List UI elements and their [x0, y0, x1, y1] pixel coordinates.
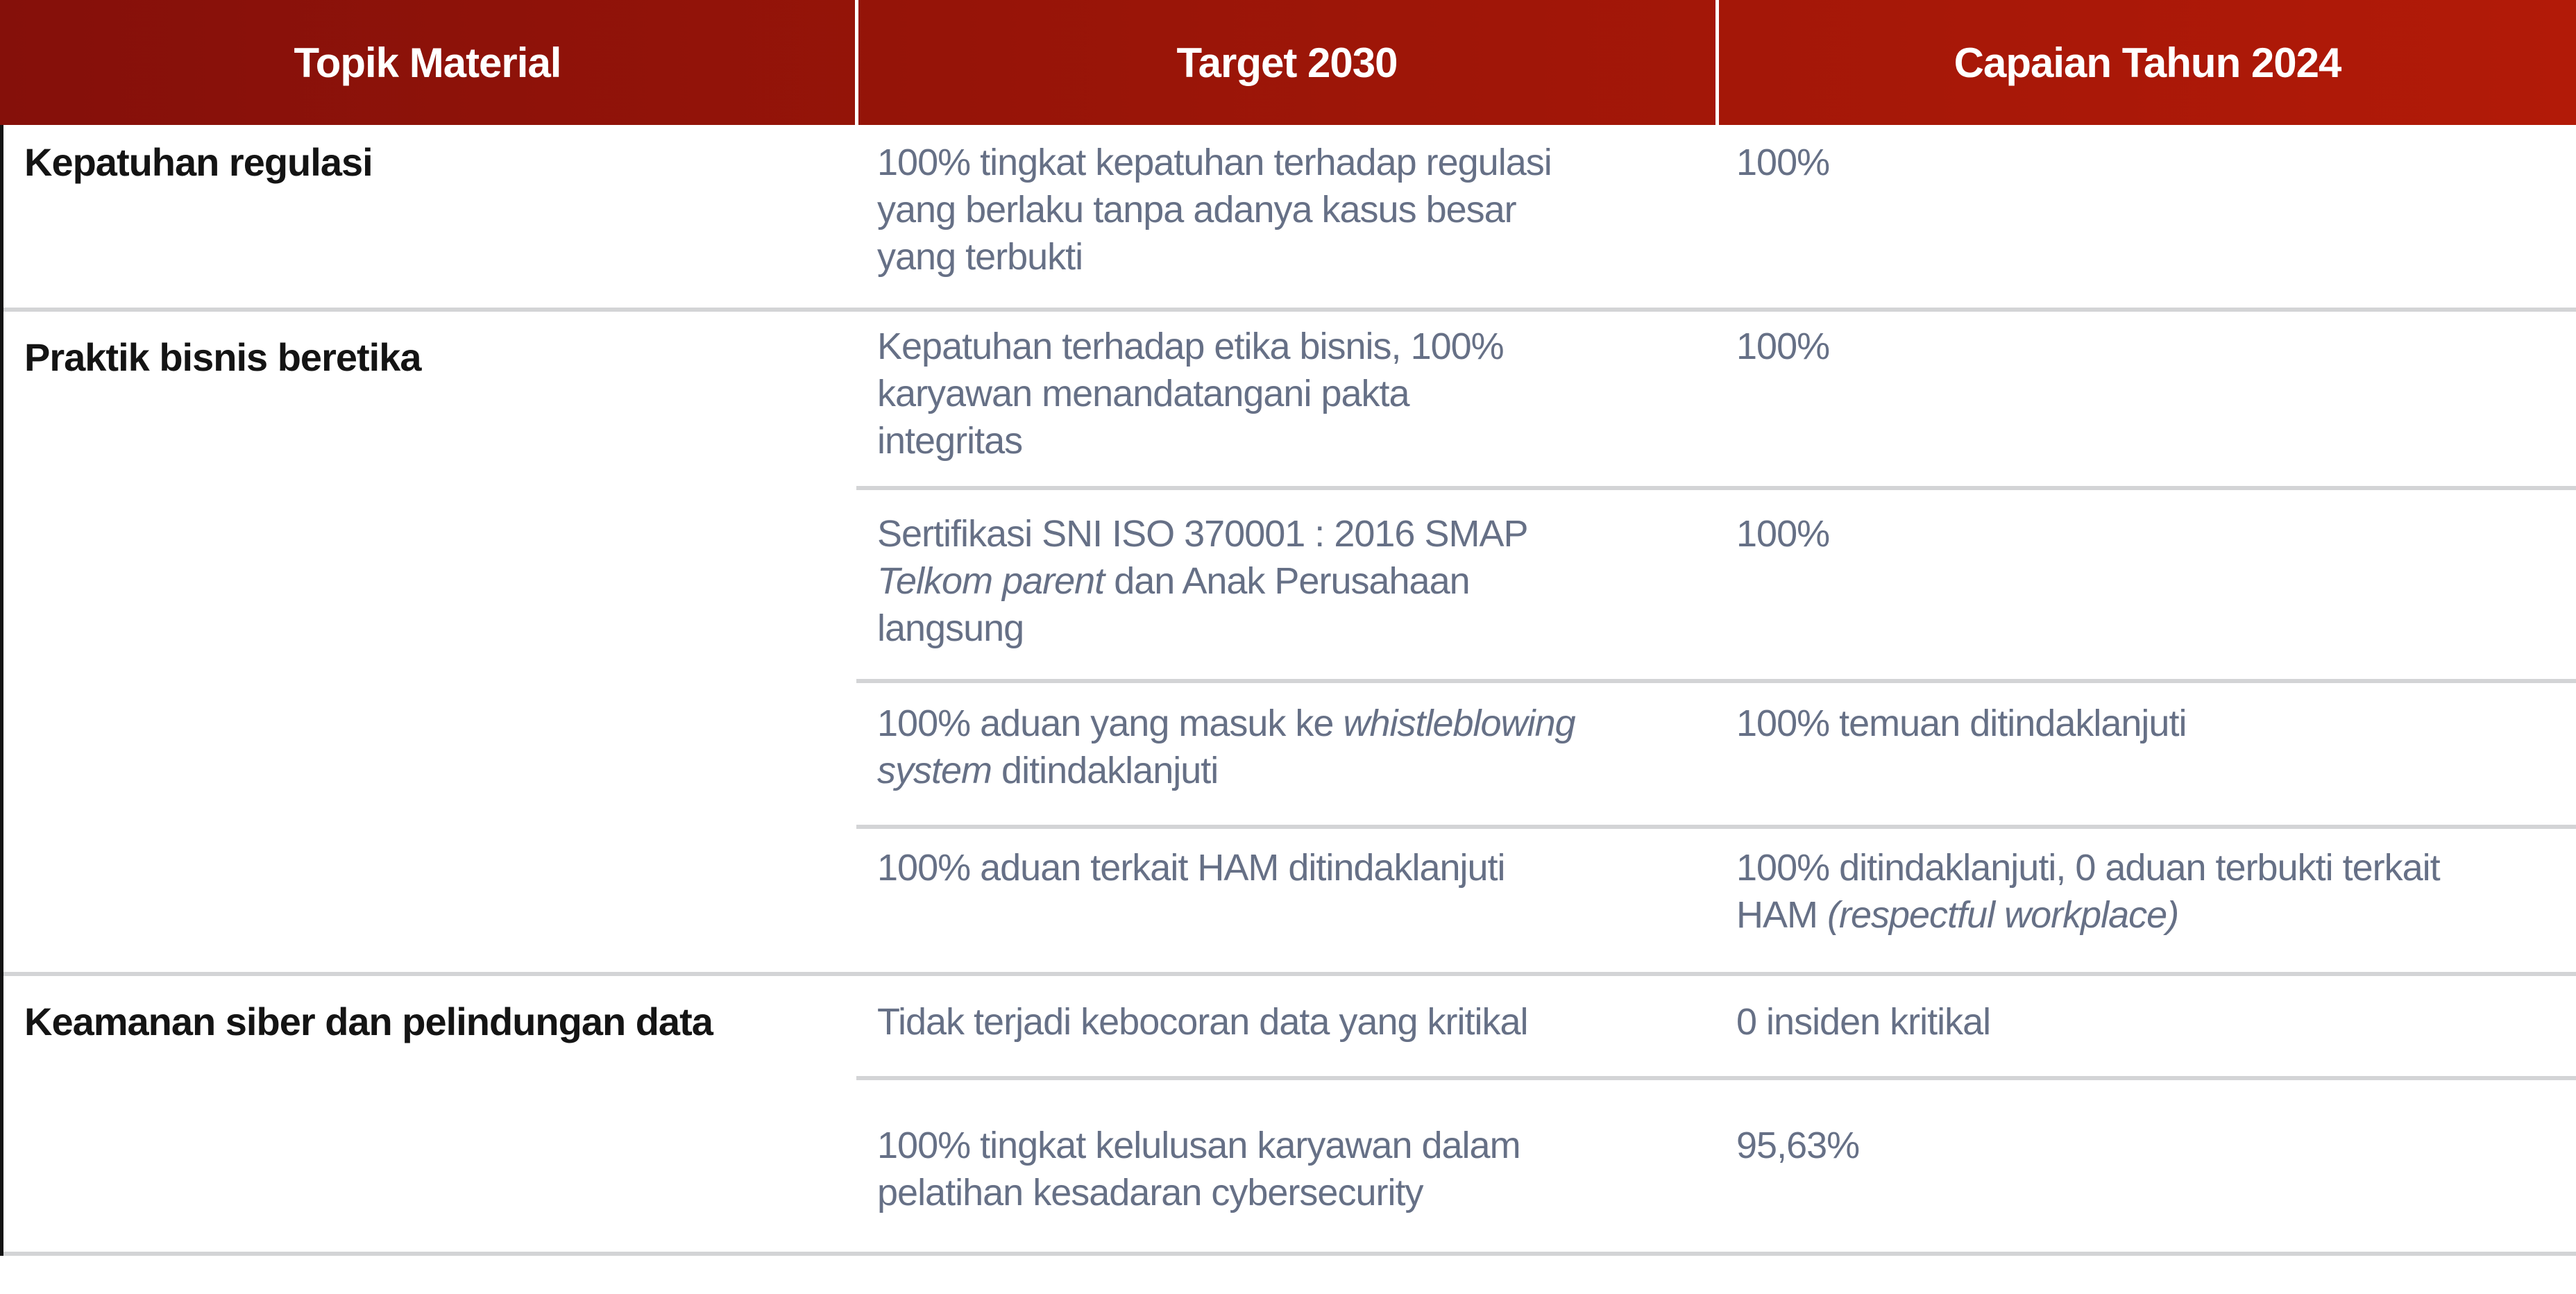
section-subrows: 100% tingkat kepatuhan terhadap regulasi… — [856, 125, 2576, 308]
target-text: 100% tingkat kelulusan karyawan dalam pe… — [877, 1125, 1521, 1213]
table-row: Kepatuhan terhadap etika bisnis, 100% ka… — [856, 312, 2576, 486]
capaian-cell: 100% ditindaklanjuti, 0 aduan terbukti t… — [1720, 844, 2576, 939]
header-cell-topik-material: Topik Material — [0, 0, 858, 125]
capaian-text: 100% — [1736, 326, 1830, 367]
section-kepatuhan-regulasi: Kepatuhan regulasi 100% tingkat kepatuha… — [3, 125, 2576, 312]
table-row: 100% aduan yang masuk ke whistleblowing … — [856, 679, 2576, 825]
capaian-text: 100% — [1736, 142, 1830, 183]
italic-text: (respectful workplace) — [1827, 894, 2179, 936]
target-cell: 100% tingkat kepatuhan terhadap regulasi… — [856, 139, 1720, 280]
header-cell-target-2030: Target 2030 — [858, 0, 1719, 125]
table-row: 100% tingkat kepatuhan terhadap regulasi… — [856, 125, 2576, 308]
target-text: 100% aduan yang masuk ke whistleblowing … — [877, 703, 1576, 791]
capaian-text: 100% temuan ditindaklanjuti — [1736, 703, 2187, 744]
table-body: Kepatuhan regulasi 100% tingkat kepatuha… — [0, 125, 2576, 1256]
capaian-text: 100% ditindaklanjuti, 0 aduan terbukti t… — [1736, 847, 2441, 936]
capaian-text: 95,63% — [1736, 1125, 1860, 1166]
target-text: 100% tingkat kepatuhan terhadap regulasi… — [877, 142, 1552, 278]
header-label-capaian-2024: Capaian Tahun 2024 — [1954, 39, 2342, 86]
italic-text: whistleblowing system — [877, 703, 1576, 791]
table-row: Tidak terjadi kebocoran data yang kritik… — [856, 976, 2576, 1076]
header-label-target-2030: Target 2030 — [1176, 39, 1398, 86]
target-cell: Tidak terjadi kebocoran data yang kritik… — [856, 998, 1720, 1045]
capaian-cell: 100% — [1720, 139, 2576, 280]
target-cell: 100% aduan terkait HAM ditindaklanjuti — [856, 844, 1720, 939]
capaian-cell: 95,63% — [1720, 1122, 2576, 1216]
section-subrows: Kepatuhan terhadap etika bisnis, 100% ka… — [856, 312, 2576, 972]
header-cell-capaian-2024: Capaian Tahun 2024 — [1719, 0, 2576, 125]
table-header-row: Topik Material Target 2030 Capaian Tahun… — [0, 0, 2576, 125]
topic-cell: Kepatuhan regulasi — [24, 140, 373, 184]
target-cell: 100% tingkat kelulusan karyawan dalam pe… — [856, 1122, 1720, 1216]
topic-cell: Praktik bisnis beretika — [24, 335, 422, 379]
italic-text: Telkom parent — [877, 560, 1105, 602]
section-praktik-bisnis-beretika: Praktik bisnis beretika Kepatuhan terhad… — [3, 312, 2576, 976]
table-row: 100% tingkat kelulusan karyawan dalam pe… — [856, 1076, 2576, 1252]
target-text: 100% aduan terkait HAM ditindaklanjuti — [877, 847, 1506, 889]
bottom-whitespace — [0, 1256, 2576, 1294]
target-cell: Sertifikasi SNI ISO 370001 : 2016 SMAP T… — [856, 510, 1720, 652]
section-keamanan-siber: Keamanan siber dan pelindungan data Tida… — [3, 976, 2576, 1256]
target-cell: Kepatuhan terhadap etika bisnis, 100% ka… — [856, 323, 1720, 464]
target-cell: 100% aduan yang masuk ke whistleblowing … — [856, 700, 1720, 794]
capaian-cell: 0 insiden kritikal — [1720, 998, 2576, 1045]
table-row: 100% aduan terkait HAM ditindaklanjuti 1… — [856, 825, 2576, 972]
target-text: Kepatuhan terhadap etika bisnis, 100% ka… — [877, 326, 1505, 462]
capaian-cell: 100% — [1720, 323, 2576, 464]
capaian-cell: 100% temuan ditindaklanjuti — [1720, 700, 2576, 794]
topic-cell: Keamanan siber dan pelindungan data — [24, 1000, 713, 1043]
capaian-text: 100% — [1736, 513, 1830, 555]
capaian-cell: 100% — [1720, 510, 2576, 652]
capaian-text: 0 insiden kritikal — [1736, 1001, 1991, 1043]
table-row: Sertifikasi SNI ISO 370001 : 2016 SMAP T… — [856, 486, 2576, 679]
section-subrows: Tidak terjadi kebocoran data yang kritik… — [856, 976, 2576, 1252]
header-label-topik-material: Topik Material — [294, 39, 562, 86]
target-text: Tidak terjadi kebocoran data yang kritik… — [877, 1001, 1529, 1043]
target-text: Sertifikasi SNI ISO 370001 : 2016 SMAP T… — [877, 513, 1528, 649]
